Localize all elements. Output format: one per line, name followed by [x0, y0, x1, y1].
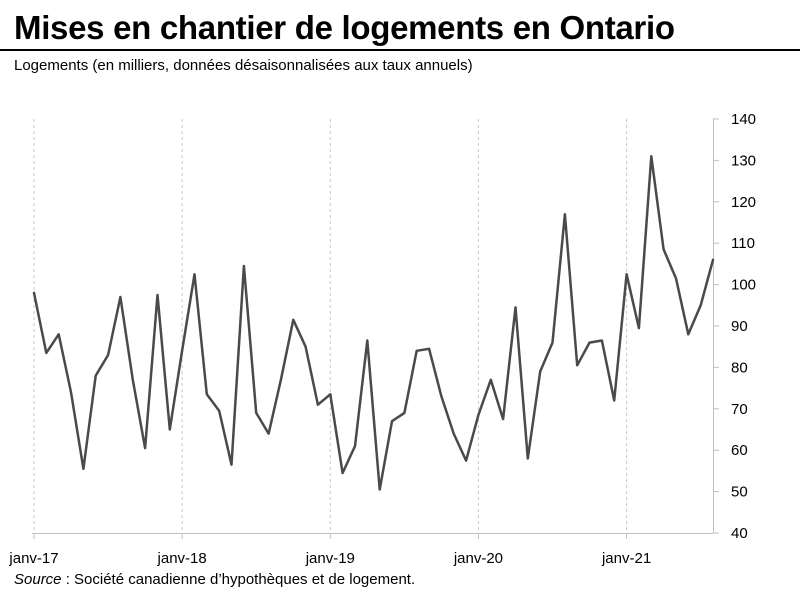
series-line [32, 155, 715, 491]
x-tick-label: janv-21 [601, 550, 651, 567]
source-label: Source [14, 571, 62, 588]
y-tick-label: 40 [731, 525, 748, 542]
chart-subtitle: Logements (en milliers, données désaison… [14, 57, 473, 74]
y-tick-label: 60 [731, 442, 748, 459]
y-tick-label: 140 [731, 111, 756, 128]
y-tick-label: 120 [731, 194, 756, 211]
y-tick-label: 80 [731, 359, 748, 376]
vertical-gridlines [33, 119, 628, 533]
chart-axes [32, 118, 719, 539]
source-text: : Société canadienne d’hypothèques et de… [61, 571, 416, 588]
data-series [32, 155, 715, 491]
y-tick-label: 50 [731, 484, 748, 501]
tick-labels: 40 50 60 70 80 90 100 110 120 130 140 janv-17 janv-1… [8, 111, 756, 567]
y-tick-label: 110 [731, 235, 755, 252]
y-tick-label: 100 [731, 277, 756, 294]
y-tick-label: 130 [731, 152, 756, 169]
x-tick-label: janv-20 [453, 550, 503, 567]
title-divider [0, 49, 800, 51]
chart-title: Mises en chantier de logements en Ontari… [14, 9, 675, 46]
x-tick-label: janv-18 [157, 550, 207, 567]
source-note: Source : Société canadienne d’hypothèque… [14, 571, 415, 589]
y-tick-label: 90 [731, 318, 748, 335]
x-tick-label: janv-17 [8, 550, 58, 567]
y-tick-label: 70 [731, 401, 748, 418]
x-tick-label: janv-19 [305, 550, 355, 567]
